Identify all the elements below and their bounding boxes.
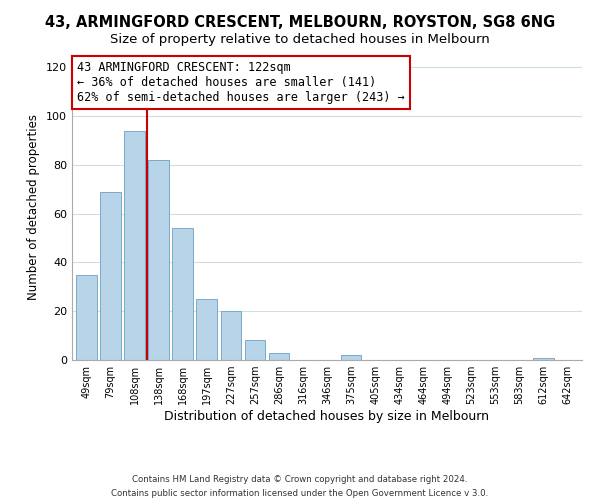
Bar bbox=[124, 130, 145, 360]
Bar bbox=[245, 340, 265, 360]
Bar bbox=[221, 311, 241, 360]
X-axis label: Distribution of detached houses by size in Melbourn: Distribution of detached houses by size … bbox=[164, 410, 490, 423]
Text: Size of property relative to detached houses in Melbourn: Size of property relative to detached ho… bbox=[110, 32, 490, 46]
Y-axis label: Number of detached properties: Number of detached properties bbox=[28, 114, 40, 300]
Text: 43 ARMINGFORD CRESCENT: 122sqm
← 36% of detached houses are smaller (141)
62% of: 43 ARMINGFORD CRESCENT: 122sqm ← 36% of … bbox=[77, 61, 405, 104]
Bar bbox=[172, 228, 193, 360]
Bar bbox=[148, 160, 169, 360]
Bar bbox=[269, 352, 289, 360]
Bar bbox=[100, 192, 121, 360]
Text: Contains HM Land Registry data © Crown copyright and database right 2024.
Contai: Contains HM Land Registry data © Crown c… bbox=[112, 476, 488, 498]
Bar bbox=[533, 358, 554, 360]
Text: 43, ARMINGFORD CRESCENT, MELBOURN, ROYSTON, SG8 6NG: 43, ARMINGFORD CRESCENT, MELBOURN, ROYST… bbox=[45, 15, 555, 30]
Bar bbox=[196, 299, 217, 360]
Bar bbox=[341, 355, 361, 360]
Bar bbox=[76, 274, 97, 360]
